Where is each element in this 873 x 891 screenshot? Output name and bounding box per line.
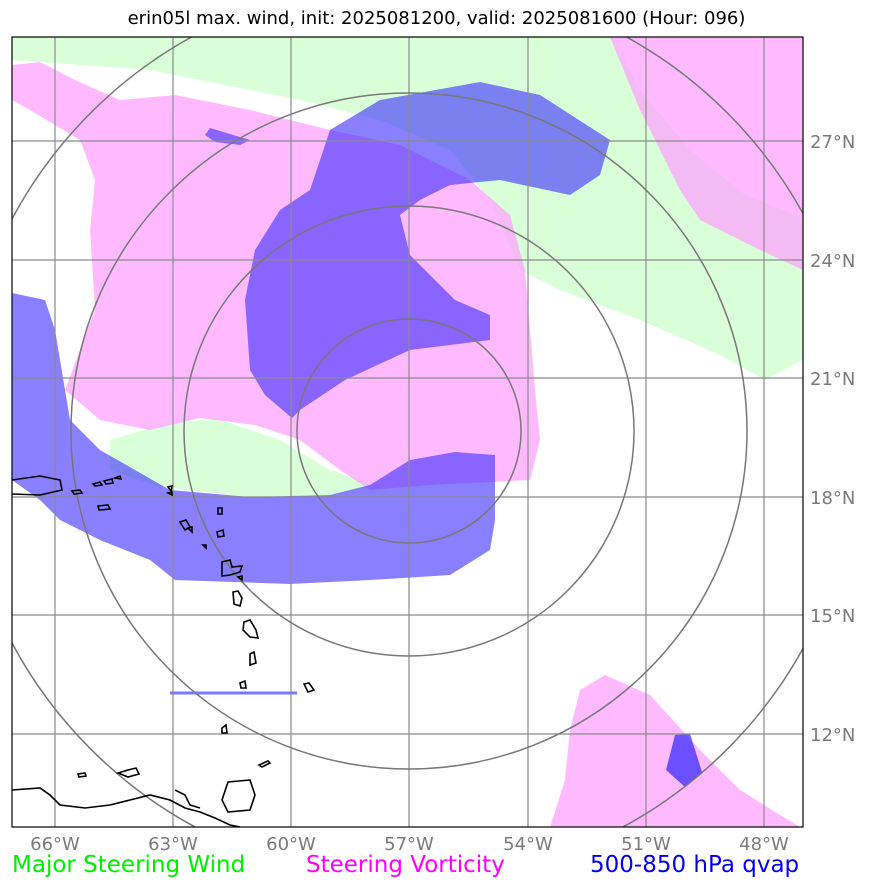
lat-label-12n: 12°N	[810, 725, 855, 746]
island-trinidad	[221, 779, 256, 813]
island	[102, 478, 114, 485]
latitude-labels: 27°N 24°N 21°N 18°N 15°N 12°N	[810, 132, 855, 746]
island	[217, 507, 223, 515]
island	[76, 772, 88, 778]
qvap-region-main	[245, 82, 610, 418]
lat-label-27n: 27°N	[810, 132, 855, 153]
island-guadeloupe	[221, 559, 244, 577]
lat-label-24n: 24°N	[810, 251, 855, 272]
island-grenada	[221, 723, 228, 734]
lon-label-66w: 66°W	[30, 834, 80, 855]
island	[91, 481, 104, 487]
island	[96, 504, 112, 511]
island	[165, 490, 173, 497]
vorticity-region-northeast	[610, 37, 803, 270]
lat-label-21n: 21°N	[810, 369, 855, 390]
legend-qvap: 500-850 hPa qvap	[590, 852, 800, 878]
island	[236, 574, 243, 582]
island-saint-vincent	[239, 679, 247, 689]
qvap-region-southeast	[666, 734, 702, 787]
legend-steering-wind: Major Steering Wind	[12, 852, 246, 878]
island-martinique	[242, 619, 260, 639]
island	[115, 767, 141, 778]
lon-label-51w: 51°W	[621, 834, 671, 855]
map-frame	[11, 36, 804, 828]
island	[70, 489, 84, 495]
range-rings	[12, 37, 803, 827]
south-america-coast-2	[174, 789, 201, 809]
range-ring-outer	[70, 92, 748, 770]
range-ring-middle	[183, 205, 635, 657]
steering-wind-region-north	[12, 37, 803, 380]
island	[186, 525, 193, 534]
lon-label-57w: 57°W	[384, 834, 434, 855]
island-tobago	[257, 760, 272, 768]
map-title: erin05l max. wind, init: 2025081200, val…	[127, 8, 746, 29]
qvap-region-west	[12, 293, 495, 584]
island	[216, 528, 225, 538]
lon-label-54w: 54°W	[503, 834, 553, 855]
island-dominica	[232, 590, 243, 608]
island-puerto-rico	[12, 475, 63, 496]
island	[112, 474, 123, 481]
map-gridlines	[12, 37, 803, 827]
island	[166, 484, 174, 493]
island-barbados	[302, 682, 316, 693]
lon-label-63w: 63°W	[148, 834, 198, 855]
lon-label-48w: 48°W	[739, 834, 789, 855]
range-ring-inner	[296, 318, 522, 544]
qvap-layer	[12, 82, 702, 787]
lat-label-15n: 15°N	[810, 606, 855, 627]
longitude-labels: 66°W 63°W 60°W 57°W 54°W 51°W 48°W	[30, 834, 789, 855]
lat-label-18n: 18°N	[810, 488, 855, 509]
steering-wind-region-south	[110, 418, 380, 497]
lon-label-60w: 60°W	[266, 834, 316, 855]
steering-wind-layer	[12, 37, 803, 497]
coastlines	[12, 474, 316, 827]
south-america-coast	[12, 787, 241, 827]
island	[201, 544, 207, 550]
island-saint-lucia	[249, 650, 257, 667]
legend-steering-vorticity: Steering Vorticity	[306, 852, 505, 878]
